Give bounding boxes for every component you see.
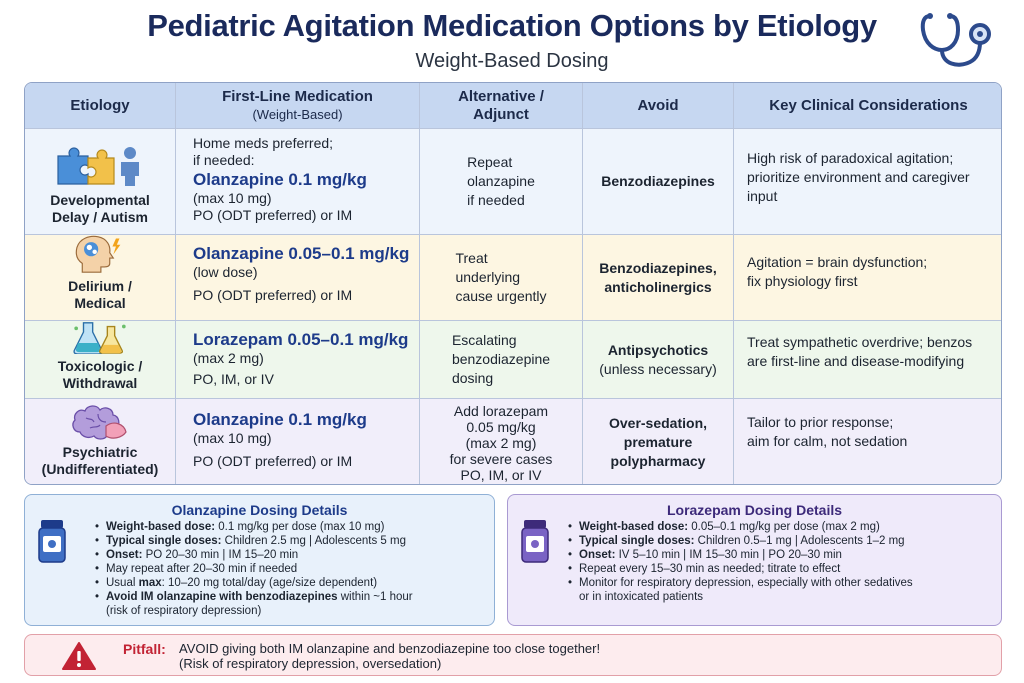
first-line-cell: Home meds preferred; if needed: Olanzapi… [176,129,420,234]
lorazepam-details-list: Weight-based dose: 0.05–0.1 mg/kg per do… [568,520,998,604]
drug-name: Olanzapine 0.1 mg/kg [193,170,367,189]
header-first-line: First-Line Medication (Weight-Based) [176,83,420,128]
pitfall-label: Pitfall: [123,641,166,657]
header-alternative: Alternative / Adjunct [420,83,583,128]
table-row: Delirium / Medical Olanzapine 0.05–0.1 m… [25,235,1001,321]
stethoscope-icon [920,13,991,67]
key-considerations-cell: Tailor to prior response; aim for calm, … [747,414,908,449]
first-line-cell: Lorazepam 0.05–0.1 mg/kg (max 2 mg) PO, … [176,321,420,398]
lorazepam-dosing-box: Lorazepam Dosing Details Weight-based do… [507,494,1002,626]
table-row: Developmental Delay / Autism Home meds p… [25,129,1001,235]
etiology-cell: Developmental Delay / Autism [25,129,176,234]
list-item: Usual max: 10–20 mg total/day (age/size … [95,576,491,590]
list-item: Repeat every 15–30 min as needed; titrat… [568,562,998,576]
drug-name: Lorazepam 0.05–0.1 mg/kg [193,330,409,349]
olanzapine-box-title: Olanzapine Dosing Details [171,502,348,518]
avoid-cell: Over-sedation, premature polypharmacy [583,399,734,484]
table-header-row: Etiology First-Line Medication (Weight-B… [25,83,1001,129]
list-item: Monitor for respiratory depression, espe… [568,576,998,604]
header-etiology: Etiology [25,83,176,128]
drug-name: Olanzapine 0.05–0.1 mg/kg [193,244,410,263]
flask-icon [73,322,126,354]
list-item: Onset: IV 5–10 min | IM 15–30 min | PO 2… [568,548,998,562]
key-considerations-cell: Treat sympathetic overdrive; benzos are … [747,334,973,369]
list-item: Weight-based dose: 0.05–0.1 mg/kg per do… [568,520,998,534]
list-item: Weight-based dose: 0.1 mg/kg per dose (m… [95,520,491,534]
avoid-cell: Benzodiazepines, anticholinergics [583,235,734,320]
page-title: Pediatric Agitation Medication Options b… [147,8,877,43]
lorazepam-box-title: Lorazepam Dosing Details [666,502,843,518]
list-item: Onset: PO 20–30 min | IM 15–20 min [95,548,491,562]
alternative-cell: Add lorazepam 0.05 mg/kg (max 2 mg) for … [420,399,583,484]
brain-icon [72,405,127,440]
table-row: Psychiatric (Undifferentiated) Olanzapin… [25,399,1001,484]
medication-table: Etiology First-Line Medication (Weight-B… [24,82,1002,485]
puzzle-child-icon [57,147,139,186]
pitfall-text: AVOID giving both IM olanzapine and benz… [179,641,601,671]
drug-name: Olanzapine 0.1 mg/kg [193,410,367,429]
list-item: Avoid IM olanzapine with benzodiazepines… [95,590,491,618]
pill-bottle-icon [38,520,66,563]
brain-head-icon [75,235,121,273]
pitfall-banner: Pitfall: AVOID giving both IM olanzapine… [24,634,1002,676]
table-row: Toxicologic / Withdrawal Lorazepam 0.05–… [25,321,1001,399]
key-considerations-cell: High risk of paradoxical agitation; prio… [747,150,970,204]
olanzapine-dosing-box: Olanzapine Dosing Details Weight-based d… [24,494,495,626]
header-avoid: Avoid [583,83,734,128]
alternative-cell: Escalating benzodiazepine dosing [420,321,583,398]
page-subtitle: Weight-Based Dosing [415,50,609,72]
olanzapine-details-list: Weight-based dose: 0.1 mg/kg per dose (m… [95,520,491,618]
warning-icon [62,642,96,670]
etiology-cell: Psychiatric (Undifferentiated) [25,399,176,484]
key-considerations-cell: Agitation = brain dysfunction; fix physi… [747,254,928,289]
avoid-cell: Benzodiazepines [583,129,734,234]
first-line-cell: Olanzapine 0.05–0.1 mg/kg (low dose) PO … [176,235,420,320]
list-item: May repeat after 20–30 min if needed [95,562,491,576]
list-item: Typical single doses: Children 2.5 mg | … [95,534,491,548]
alternative-cell: Treat underlying cause urgently [420,235,583,320]
header-key-considerations: Key Clinical Considerations [769,96,968,114]
etiology-cell: Delirium / Medical [25,235,176,320]
list-item: Typical single doses: Children 0.5–1 mg … [568,534,998,548]
avoid-cell: Antipsychotics (unless necessary) [583,321,734,398]
first-line-cell: Olanzapine 0.1 mg/kg (max 10 mg) PO (ODT… [176,399,420,484]
etiology-cell: Toxicologic / Withdrawal [25,321,176,398]
pill-bottle-icon [521,520,549,563]
alternative-cell: Repeat olanzapine if needed [420,129,583,234]
